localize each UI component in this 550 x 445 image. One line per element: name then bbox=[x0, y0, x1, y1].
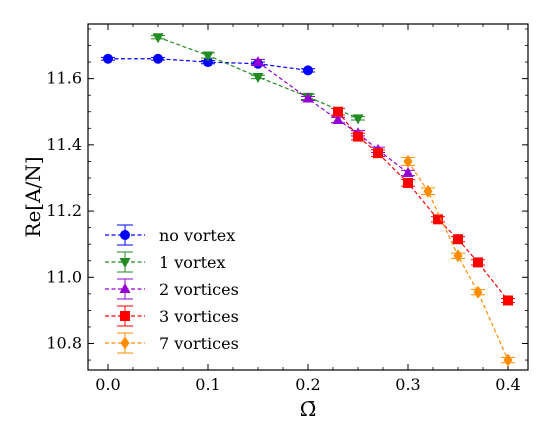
data-point-3-vortices bbox=[433, 214, 443, 225]
data-point-1-vortex bbox=[252, 72, 264, 83]
data-point-no-vortex bbox=[153, 53, 163, 64]
series-3-vortices bbox=[331, 106, 515, 306]
data-point-3-vortices bbox=[373, 148, 383, 159]
data-series bbox=[101, 33, 515, 367]
data-point-2-vortices bbox=[402, 166, 414, 177]
data-point-7-vortices bbox=[403, 154, 413, 168]
legend-marker bbox=[119, 283, 131, 293]
legend-item-2-vortices: 2 vortices bbox=[105, 278, 239, 300]
x-tick-label: 0.1 bbox=[195, 375, 220, 394]
y-tick-label: 10.8 bbox=[46, 334, 82, 353]
x-tick-label: 0.3 bbox=[395, 375, 420, 394]
data-point-3-vortices bbox=[473, 257, 483, 268]
y-tick-label: 11.0 bbox=[46, 267, 82, 286]
legend-label: 7 vortices bbox=[159, 334, 239, 353]
data-point-7-vortices bbox=[423, 184, 433, 198]
data-point-3-vortices bbox=[453, 234, 463, 245]
axis-ticks: 0.0 0.1 0.2 0.3 0.4 10.8 11.0 11.2 11.4 11.6 bbox=[46, 24, 528, 394]
legend-marker bbox=[120, 311, 130, 321]
data-point-1-vortex bbox=[152, 33, 164, 44]
x-tick-label: 0.4 bbox=[495, 375, 520, 394]
legend-item-no-vortex: no vortex bbox=[105, 224, 235, 246]
x-tick-label: 0.0 bbox=[95, 375, 120, 394]
legend-item-1-vortex: 1 vortex bbox=[105, 251, 226, 273]
legend-label: 2 vortices bbox=[159, 280, 239, 299]
legend-label: no vortex bbox=[159, 226, 235, 245]
data-point-no-vortex bbox=[303, 65, 313, 76]
data-point-7-vortices bbox=[453, 249, 463, 263]
data-point-3-vortices bbox=[403, 177, 413, 188]
legend-item-3-vortices: 3 vortices bbox=[105, 305, 239, 327]
y-axis-label: Re[A/N] bbox=[21, 156, 45, 237]
data-point-3-vortices bbox=[353, 131, 363, 142]
data-point-2-vortices bbox=[252, 56, 264, 67]
data-point-2-vortices bbox=[302, 92, 314, 103]
y-tick-label: 11.2 bbox=[46, 201, 82, 220]
legend-label: 1 vortex bbox=[159, 253, 226, 272]
x-tick-label: 0.2 bbox=[295, 375, 320, 394]
y-tick-label: 11.6 bbox=[46, 69, 82, 88]
data-point-3-vortices bbox=[333, 106, 343, 117]
data-point-3-vortices bbox=[503, 295, 513, 306]
data-point-2-vortices bbox=[332, 114, 344, 125]
plot-area bbox=[87, 23, 529, 371]
legend: no vortex 1 vortex 2 vortices 3 vortices 7 v… bbox=[105, 224, 239, 354]
legend-item-7-vortices: 7 vortices bbox=[105, 332, 239, 354]
legend-label: 3 vortices bbox=[159, 307, 239, 326]
series-7-vortices bbox=[401, 154, 515, 367]
legend-marker bbox=[119, 258, 131, 268]
data-point-1-vortex bbox=[352, 114, 364, 125]
data-point-no-vortex bbox=[203, 57, 213, 68]
legend-marker bbox=[120, 336, 130, 350]
data-point-7-vortices bbox=[473, 285, 483, 299]
legend-marker bbox=[120, 230, 130, 240]
series-line-2-vortices bbox=[257, 61, 409, 174]
data-point-no-vortex bbox=[103, 53, 113, 64]
data-point-1-vortex bbox=[202, 51, 214, 62]
y-tick-label: 11.4 bbox=[46, 135, 82, 154]
x-axis-label: Ω̄ bbox=[300, 397, 317, 421]
data-point-7-vortices bbox=[503, 353, 513, 367]
